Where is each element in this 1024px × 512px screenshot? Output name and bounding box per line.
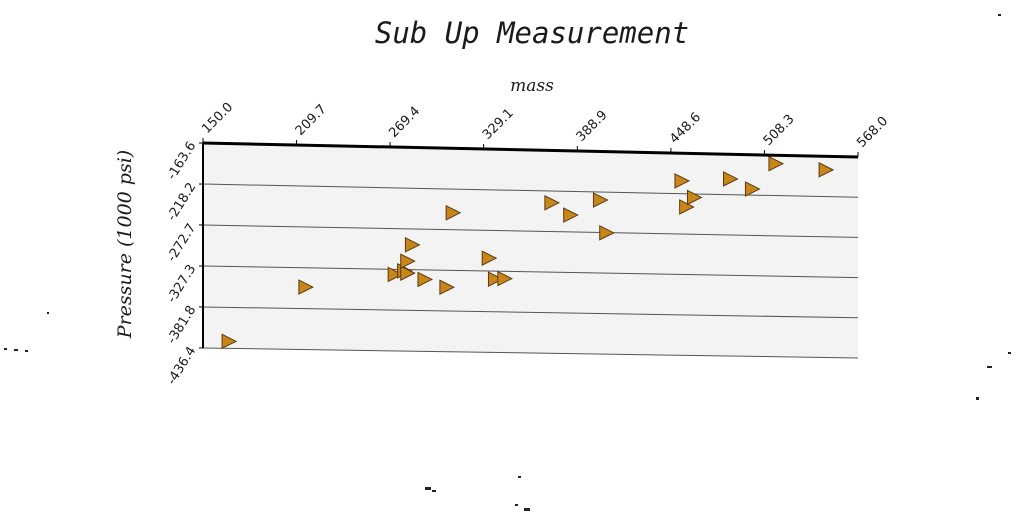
x-tick-label: 269.4	[386, 104, 423, 141]
x-tick-label: 508.3	[761, 112, 798, 149]
y-axis-label: Pressure (1000 psi)	[114, 150, 136, 339]
y-tick-label: -272.7	[164, 221, 199, 265]
speck	[518, 476, 521, 478]
data-point	[497, 270, 513, 287]
speck	[47, 312, 49, 314]
data-point	[298, 279, 314, 295]
y-tick-label: -436.4	[164, 344, 199, 388]
data-point	[404, 237, 421, 253]
data-point	[400, 265, 416, 281]
data-points	[221, 155, 835, 350]
speck	[4, 348, 7, 350]
data-point	[744, 181, 761, 197]
data-point	[544, 194, 560, 211]
y-tick-label: -163.6	[164, 139, 199, 183]
speck	[976, 397, 979, 400]
data-point	[818, 162, 835, 178]
gridline	[202, 183, 859, 198]
speck	[515, 504, 518, 506]
y-tick-label: -327.3	[164, 262, 199, 306]
x-tick-label: 150.0	[199, 100, 236, 137]
data-point	[723, 171, 739, 187]
chart-title: Sub Up Measurement	[375, 16, 689, 50]
data-point	[599, 225, 615, 241]
gridline	[202, 347, 859, 359]
data-point	[439, 279, 456, 296]
x-tick-label: 388.9	[574, 108, 611, 145]
y-tick-labels: -163.6-218.2-272.7-327.3-381.8-436.4	[164, 139, 203, 388]
gridlines	[202, 183, 859, 359]
gridline	[202, 265, 859, 279]
speck	[524, 508, 530, 511]
data-point	[686, 189, 703, 206]
x-tick-label: 329.1	[480, 106, 517, 143]
data-point	[679, 199, 695, 215]
x-tick-label: 568.0	[854, 114, 891, 151]
data-point	[445, 204, 462, 221]
data-point	[592, 192, 609, 208]
gridline	[202, 306, 859, 319]
data-point	[487, 271, 504, 287]
data-point	[674, 173, 691, 189]
data-point	[768, 155, 785, 172]
data-point	[387, 266, 404, 283]
plot-area	[203, 143, 858, 358]
x-axis-line	[202, 141, 859, 159]
speck	[425, 487, 431, 490]
x-axis-label: mass	[510, 76, 554, 96]
data-point	[221, 333, 238, 350]
data-point	[563, 207, 579, 223]
speck	[1008, 352, 1011, 354]
data-point	[400, 253, 416, 269]
speck	[432, 490, 436, 492]
speck	[25, 350, 28, 352]
x-tick-label: 448.6	[667, 110, 704, 147]
x-tick-label: 209.7	[293, 102, 330, 139]
y-tick-label: -381.8	[164, 303, 199, 347]
speck	[998, 14, 1001, 16]
speck	[987, 366, 992, 368]
gridline	[202, 224, 859, 238]
speck	[14, 349, 18, 351]
scan-specks	[4, 14, 1011, 511]
data-point	[417, 271, 434, 288]
y-tick-label: -218.2	[164, 180, 199, 224]
data-point	[481, 250, 498, 266]
